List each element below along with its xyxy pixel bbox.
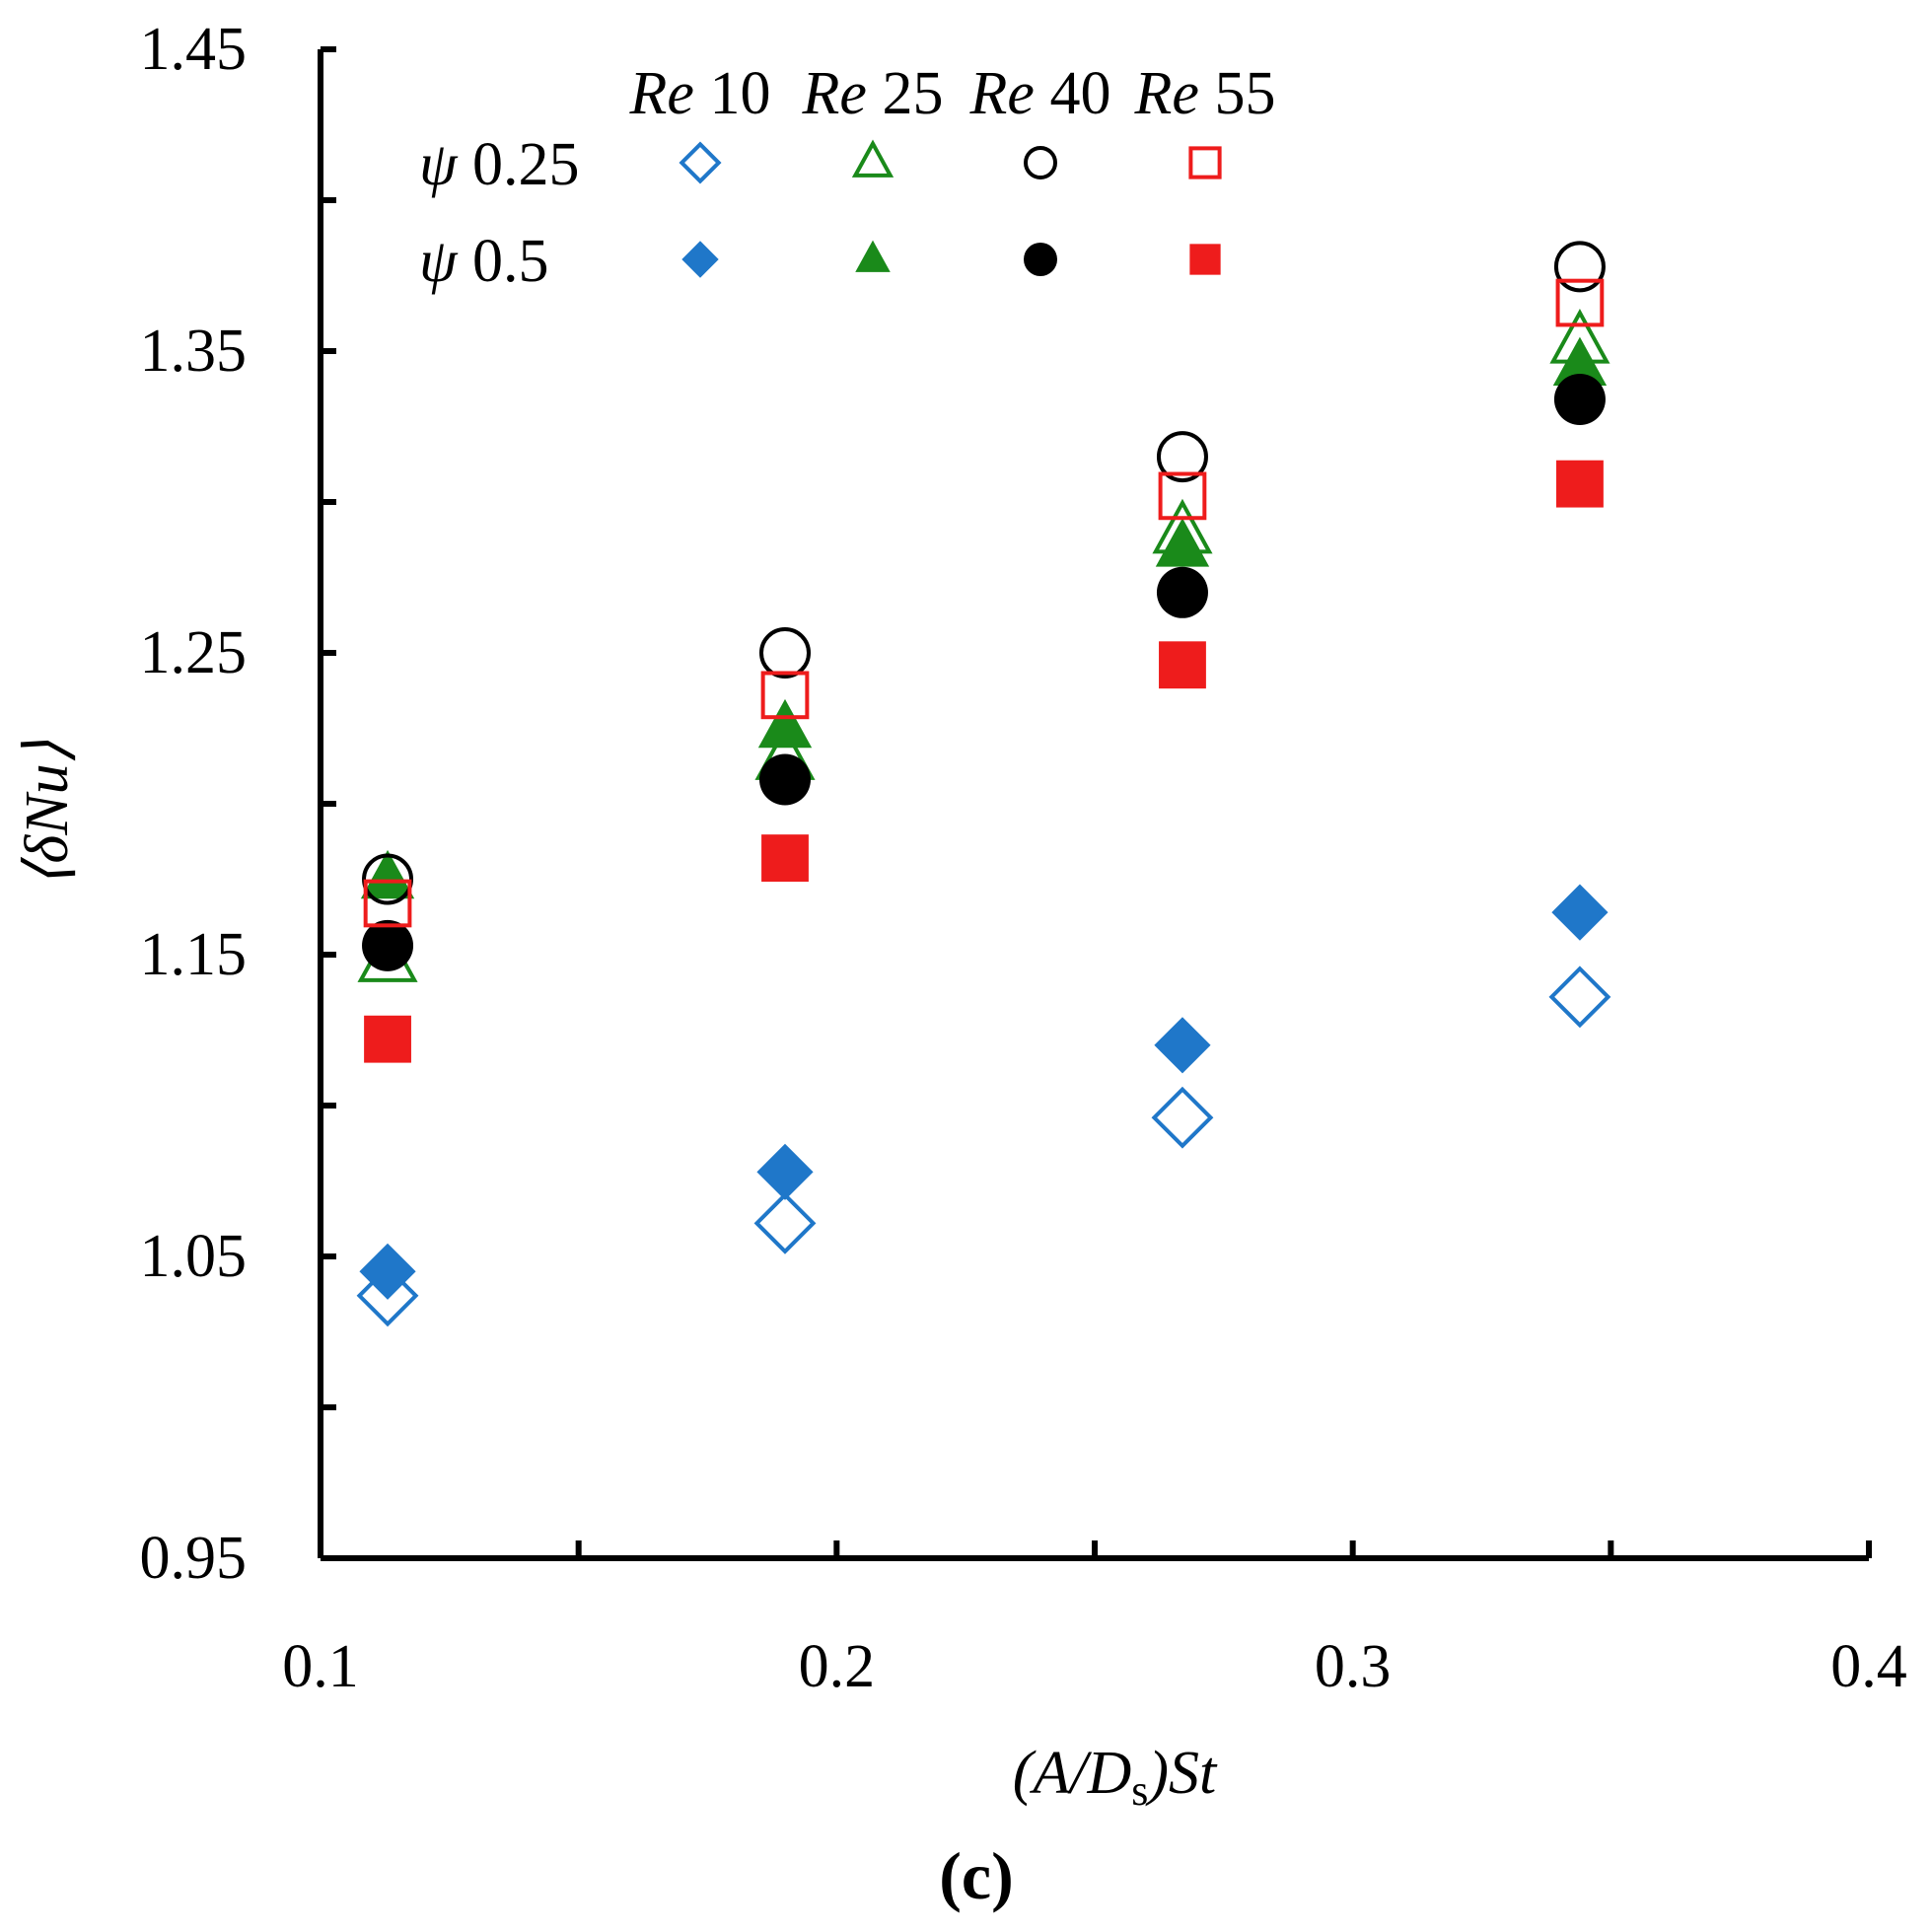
data-point-square [761,834,809,882]
legend-psi-value: 0.25 [472,131,580,198]
data-point-circle [759,753,811,806]
legend-marker-square [1188,146,1222,179]
legend-marker-circle [1024,243,1057,276]
series-re10-psi0_5 [359,884,1609,1300]
data-point-square [760,671,810,720]
x-tick-label: 0.3 [1315,1633,1392,1700]
data-point-circle [362,919,414,971]
y-tick-label: 1.45 [140,16,248,83]
data-point-triangle [360,849,415,899]
series-re40-psi0_25 [362,241,1606,905]
data-point-square [364,1015,411,1063]
legend-column-header: Re 40 [969,60,1111,127]
legend-psi-symbol: ψ [419,131,472,198]
legend-marker-triangle [855,240,891,272]
data-point-square [1555,278,1605,327]
y-tick-label: 1.05 [140,1223,248,1290]
legend-re-value: 25 [882,60,943,127]
legend-column-header: Re 25 [802,60,944,127]
data-point-circle [759,627,811,679]
series-re10-psi0_25 [356,966,1611,1327]
legend: Re 10 Re 25 Re 40 Re 55ψ 0.25ψ 0.5 [419,60,1275,295]
legend-column-header: Re 10 [629,60,771,127]
tick-marks [318,46,1872,1561]
legend-re-symbol: Re [1134,60,1215,127]
y-tick-label: 1.25 [140,619,248,686]
y-tick-label: 0.95 [140,1525,248,1592]
data-point-circle [1553,241,1606,293]
series-re55-psi0_5 [364,460,1604,1063]
x-tick-label: 0.2 [799,1633,876,1700]
legend-re-value: 10 [709,60,770,127]
data-point-triangle [1155,518,1210,567]
tick-labels: 0.95 1.05 1.15 1.25 1.35 1.45 0.1 0.2 0.3 0.4 [140,16,1907,1700]
figure-caption: (c) [939,1838,1013,1913]
y-tick-label: 1.15 [140,921,248,988]
x-tick-label: 0.1 [282,1633,359,1700]
data-point-circle [1553,373,1606,425]
series-re25-psi0_5 [360,336,1608,899]
legend-re-value: 40 [1049,60,1110,127]
legend-re-symbol: Re [802,60,883,127]
y-axis-label: ⟨δNu⟩ [14,740,81,888]
data-point-triangle [1552,336,1608,387]
y-tick-label: 1.35 [140,318,248,385]
legend-re-symbol: Re [969,60,1050,127]
series-re55-psi0_25 [363,278,1605,928]
data-point-circle [1156,566,1208,618]
legend-re-symbol: Re [629,60,710,127]
data-point-circle [1156,431,1208,483]
legend-marker-square [1189,244,1221,275]
x-axis-label: (A/Ds)St [1013,1740,1218,1815]
data-point-square [363,879,412,928]
legend-psi-symbol: ψ [419,228,472,295]
data-point-triangle [757,698,813,749]
data-point-circle [362,853,414,905]
legend-marker-diamond [679,141,722,184]
data-point-diamond [1548,966,1611,1029]
axes [318,49,1869,1561]
series-re40-psi0_5 [362,373,1606,971]
series-re25-psi0_25 [357,309,1610,982]
data-point-diamond [756,1143,814,1200]
data-point-diamond [1551,884,1609,941]
data-point-square [1556,460,1604,508]
legend-marker-circle [1024,146,1057,179]
data-point-diamond [1151,1086,1214,1149]
data-point-diamond [1154,1017,1211,1074]
data-points [356,241,1611,1327]
data-point-diamond [359,1243,416,1300]
data-point-diamond [753,1191,817,1254]
legend-marker-diamond [681,241,719,278]
legend-marker-triangle [851,139,894,178]
data-point-diamond [356,1264,419,1327]
data-point-square [1158,471,1207,521]
legend-re-value: 55 [1214,60,1275,127]
legend-row-label: ψ 0.5 [419,228,549,295]
legend-psi-value: 0.5 [472,228,549,295]
legend-row-label: ψ 0.25 [419,131,580,198]
legend-column-header: Re 55 [1134,60,1276,127]
x-tick-label: 0.4 [1830,1633,1907,1700]
data-point-square [1159,641,1206,689]
